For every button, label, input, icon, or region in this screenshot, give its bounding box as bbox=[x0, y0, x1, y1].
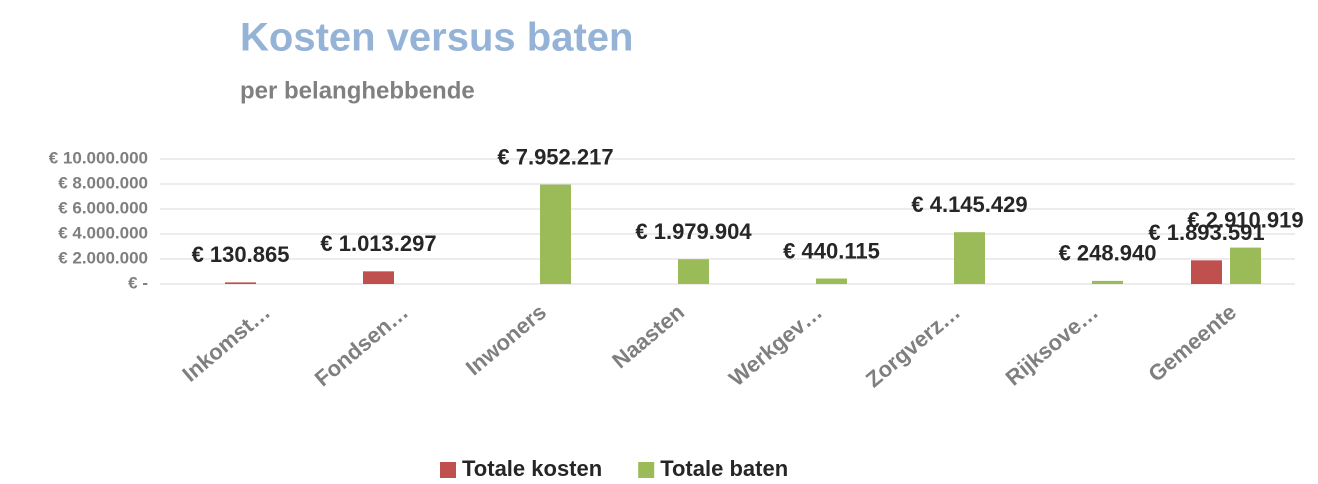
y-tick-label: € 4.000.000 bbox=[58, 223, 148, 242]
bar bbox=[1230, 247, 1261, 284]
data-label: € 248.940 bbox=[1059, 241, 1157, 266]
data-label: € 1.893.591 bbox=[1148, 220, 1264, 245]
bar bbox=[954, 232, 985, 284]
x-tick-label: Gemeente bbox=[1143, 299, 1241, 387]
legend-label: Totale baten bbox=[660, 456, 788, 481]
y-tick-label: € 8.000.000 bbox=[58, 173, 148, 192]
data-label: € 440.115 bbox=[783, 238, 880, 263]
y-tick-label: € 2.000.000 bbox=[58, 248, 148, 267]
legend-label: Totale kosten bbox=[462, 456, 602, 481]
x-tick-label: Inwoners bbox=[461, 299, 551, 380]
y-tick-label: € 10.000.000 bbox=[49, 148, 148, 167]
bar bbox=[1092, 280, 1123, 284]
x-tick-label: Rijksove… bbox=[1001, 299, 1103, 390]
bar bbox=[363, 271, 394, 284]
data-label: € 130.865 bbox=[192, 242, 290, 267]
bar bbox=[678, 259, 709, 284]
x-tick-label: Fondsen… bbox=[310, 299, 413, 391]
data-label: € 7.952.217 bbox=[497, 144, 613, 169]
x-tick-label: Zorgverz… bbox=[861, 299, 965, 392]
x-tick-label: Inkomst… bbox=[177, 299, 275, 387]
data-label: € 2.910.919 bbox=[1187, 207, 1303, 232]
data-label: € 1.013.297 bbox=[320, 231, 436, 256]
chart-title: Kosten versus baten bbox=[240, 16, 633, 60]
x-tick-label: Werkgev… bbox=[724, 299, 827, 391]
x-tick-label: Naasten bbox=[607, 299, 689, 373]
legend-swatch bbox=[638, 462, 655, 478]
legend-swatch bbox=[440, 462, 456, 478]
bar bbox=[540, 184, 571, 284]
data-label: € 4.145.429 bbox=[911, 192, 1027, 217]
bar bbox=[816, 278, 847, 284]
y-tick-label: € - bbox=[128, 273, 148, 292]
bar bbox=[225, 282, 256, 284]
bar bbox=[1191, 260, 1222, 284]
data-label: € 1.979.904 bbox=[635, 219, 752, 244]
y-tick-label: € 6.000.000 bbox=[58, 198, 148, 217]
chart-subtitle: per belanghebbende bbox=[240, 77, 475, 104]
